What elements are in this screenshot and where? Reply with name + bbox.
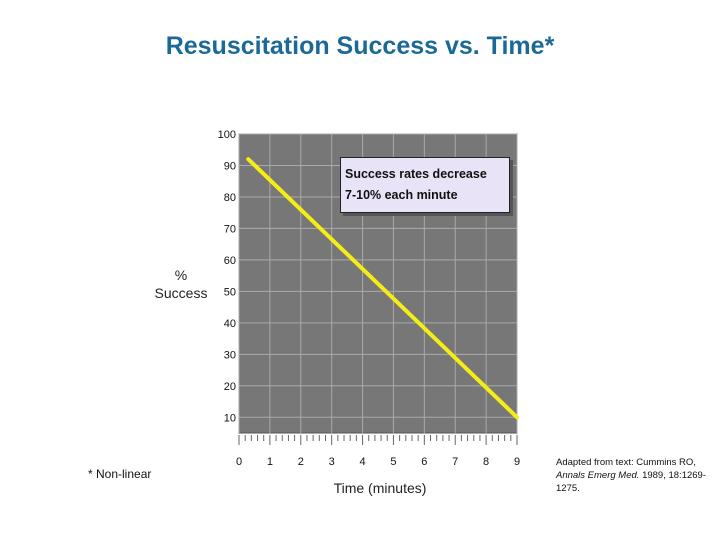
citation-journal: Annals Emerg Med. [556, 470, 640, 481]
slide-title: Resuscitation Success vs. Time* [165, 32, 555, 60]
x-tick-label: 5 [390, 456, 396, 468]
tick-labels: 10 20 30 40 50 60 70 80 90 100 0 1 2 3 4 5 6 7 8 9 [218, 129, 520, 468]
x-axis-title: Time (minutes) [333, 480, 427, 496]
x-tick-label: 0 [236, 456, 242, 468]
y-tick-label: 20 [224, 381, 236, 393]
series-layer [246, 157, 519, 420]
x-tick-label: 6 [421, 456, 427, 468]
x-tick-label: 8 [483, 456, 489, 468]
x-tick-label: 7 [452, 456, 458, 468]
y-axis-title: % Success [140, 266, 222, 302]
x-tick-label: 3 [329, 456, 335, 468]
x-tick-label: 1 [267, 456, 273, 468]
citation-suffix: 1989, 18:1269-1275. [556, 470, 706, 494]
y-tick-label: 70 [224, 223, 236, 235]
x-axis-ticks [238, 435, 518, 445]
y-tick-label: 30 [224, 349, 236, 361]
x-tick-label: 4 [359, 456, 365, 468]
footnote: * Non-linear [88, 467, 152, 481]
series-line [246, 157, 519, 420]
y-tick-label: 100 [218, 129, 236, 141]
y-tick-label: 50 [224, 286, 236, 298]
y-axis-title-line-1: % [174, 267, 188, 283]
annotation-line-2: 7-10% each minute [345, 188, 458, 202]
y-axis-title-line-2: Success [154, 285, 208, 301]
annotation-box: Success rates decrease 7-10% each minute [340, 157, 510, 213]
annotation-line-1: Success rates decrease [345, 167, 487, 181]
x-tick-label: 9 [514, 456, 520, 468]
citation-prefix: Adapted from text: Cummins RO, [556, 457, 696, 468]
y-tick-label: 80 [224, 192, 236, 204]
y-tick-label: 60 [224, 255, 236, 267]
citation: Adapted from text: Cummins RO, Annals Em… [556, 456, 716, 495]
x-tick-label: 2 [298, 456, 304, 468]
y-tick-label: 10 [224, 412, 236, 424]
y-tick-label: 90 [224, 160, 236, 172]
y-tick-label: 40 [224, 318, 236, 330]
